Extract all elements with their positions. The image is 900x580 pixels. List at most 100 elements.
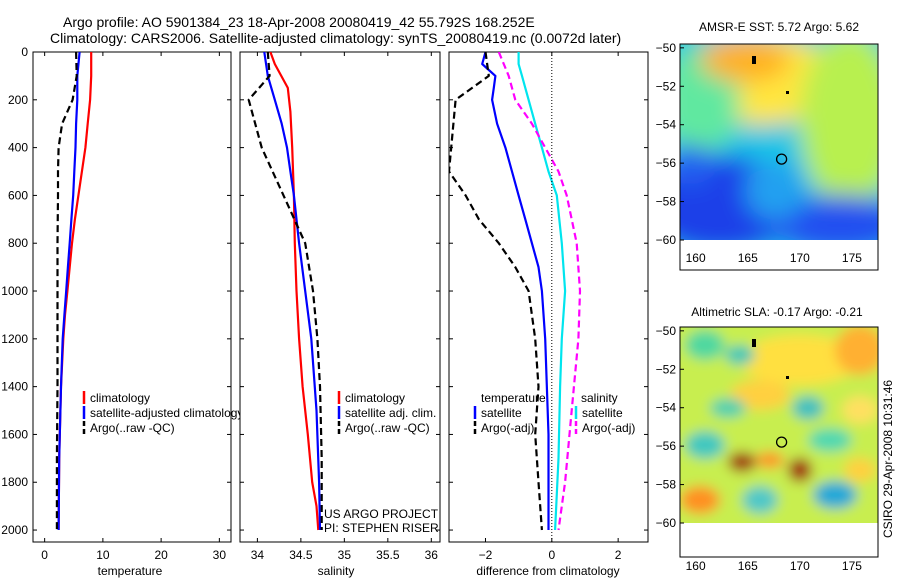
lat-tick-label: −54 xyxy=(656,118,677,132)
x-tick-label: 34.5 xyxy=(289,548,313,562)
lat-tick-label: −58 xyxy=(656,195,677,209)
salinity-panel: 34 34.5 35 35.5 36 salinity climatology sate… xyxy=(239,51,441,578)
lon-tick-label: 165 xyxy=(738,559,758,573)
lon-tick-label: 175 xyxy=(842,251,862,265)
lon-tick-label: 170 xyxy=(790,251,810,265)
x-tick-label: 34 xyxy=(251,548,265,562)
legend-label-argo: Argo(..raw -QC) xyxy=(90,421,175,435)
salinity-axes-frame xyxy=(239,51,441,543)
series-line-argo-raw-qc- xyxy=(55,52,78,530)
y-tick-label: 1600 xyxy=(1,427,28,441)
project-pi: PI: STEPHEN RISER xyxy=(324,521,439,535)
x-tick-label: 36 xyxy=(425,548,439,562)
legend-label-satellite: satellite-adjusted climatology xyxy=(90,406,243,420)
argo-location-marker xyxy=(775,436,788,448)
x-tick-label: 0 xyxy=(41,548,48,562)
legend-header-temperature: temperature xyxy=(481,391,546,405)
salinity-lines xyxy=(240,52,440,531)
sst-longitude-axis: 160 165 170 175 xyxy=(686,251,863,265)
lat-tick-label: −54 xyxy=(656,401,677,415)
island-marker xyxy=(752,339,756,347)
sst-map-axes-frame xyxy=(679,43,879,271)
x-tick-label: 20 xyxy=(154,548,168,562)
series-line-satellite-adj-clim- xyxy=(263,52,322,531)
difference-xlabel: difference from climatology xyxy=(476,564,619,578)
legend-header-salinity: salinity xyxy=(581,391,618,405)
lat-tick-label: −52 xyxy=(656,79,677,93)
legend-label-satellite: satellite adj. clim. xyxy=(345,406,436,420)
sla-map-panel: Altimetric SLA: -0.17 Argo: -0.21 xyxy=(656,305,879,573)
sst-map-panel: AMSR-E SST: 5.72 Argo: 5.62 −50 −52 −54 −56… xyxy=(656,20,879,271)
sla-map-title: Altimetric SLA: -0.17 Argo: -0.21 xyxy=(691,305,863,319)
lon-tick-label: 160 xyxy=(686,251,706,265)
salinity-x-axis: 34 34.5 35 35.5 36 xyxy=(251,52,439,562)
x-tick-label: 35.5 xyxy=(376,548,400,562)
y-tick-label: 600 xyxy=(8,188,28,202)
temperature-panel: 0 200 400 600 800 1000 1200 1400 1600 1800 2000 0 1… xyxy=(1,45,243,578)
series-line-climatology xyxy=(269,52,320,531)
sla-latitude-axis: −50 −52 −54 −56 −58 −60 xyxy=(656,324,684,530)
header-line-2: Climatology: CARS2006. Satellite-adjuste… xyxy=(50,30,621,46)
y-tick-label: 800 xyxy=(8,236,28,250)
temperature-axes-frame xyxy=(32,51,232,543)
legend-label-climatology: climatology xyxy=(345,391,405,405)
sla-map-axes-frame xyxy=(679,326,879,558)
y-tick-label: 1800 xyxy=(1,475,28,489)
salinity-xlabel: salinity xyxy=(318,564,355,578)
credit-timestamp: CSIRO 29-Apr-2008 10:31:46 xyxy=(881,380,895,538)
sst-heatmap xyxy=(680,44,878,240)
lat-tick-label: −56 xyxy=(656,156,677,170)
sst-latitude-axis: −50 −52 −54 −56 −58 −60 xyxy=(656,41,684,247)
temperature-legend: climatology satellite-adjusted climatolo… xyxy=(82,391,243,435)
sla-heatmap xyxy=(680,327,878,523)
x-tick-label: 2 xyxy=(615,548,622,562)
y-tick-label: 200 xyxy=(8,93,28,107)
temperature-lines xyxy=(33,52,231,531)
lat-tick-label: −60 xyxy=(656,516,677,530)
series-line-argo-adj- xyxy=(497,52,582,531)
lat-tick-label: −50 xyxy=(656,41,677,55)
y-tick-label: 1000 xyxy=(1,284,28,298)
salinity-legend: climatology satellite adj. clim. Argo(..… xyxy=(337,391,436,435)
lat-tick-label: −58 xyxy=(656,478,677,492)
legend-label-climatology: climatology xyxy=(90,391,150,405)
depth-axis: 0 200 400 600 800 1000 1200 1400 1600 1800 2000 xyxy=(1,45,28,537)
island-marker xyxy=(752,56,756,64)
temperature-xlabel: temperature xyxy=(98,564,163,578)
difference-lines xyxy=(449,52,648,542)
series-line-argo-adj- xyxy=(449,52,543,531)
difference-panel: −2 0 2 difference from climatology tempera… xyxy=(448,51,649,578)
legend-label-temp-satellite: satellite xyxy=(481,406,522,420)
sla-longitude-axis: 160 165 170 175 xyxy=(686,559,863,573)
project-name: US ARGO PROJECT xyxy=(324,507,439,521)
lat-tick-label: −52 xyxy=(656,362,677,376)
lat-tick-label: −56 xyxy=(656,439,677,453)
x-tick-label: −2 xyxy=(479,548,493,562)
series-line-satellite xyxy=(517,52,567,531)
series-line-satellite-adjusted-climatology xyxy=(57,52,81,531)
difference-legend: temperature salinity satellite Argo(-adj… xyxy=(473,391,635,435)
x-tick-label: 10 xyxy=(96,548,110,562)
lon-tick-label: 170 xyxy=(790,559,810,573)
sst-map-title: AMSR-E SST: 5.72 Argo: 5.62 xyxy=(699,20,859,34)
series-line-satellite xyxy=(481,52,550,530)
y-tick-label: 400 xyxy=(8,141,28,155)
temperature-x-axis: 0 10 20 30 xyxy=(41,52,226,562)
legend-label-temp-argo: Argo(-adj) xyxy=(481,421,534,435)
header-line-1: Argo profile: AO 5901384_23 18-Apr-2008 … xyxy=(63,14,535,30)
legend-label-sal-satellite: satellite xyxy=(582,406,623,420)
argo-location-marker xyxy=(775,153,788,165)
y-tick-label: 1200 xyxy=(1,332,28,346)
lat-tick-label: −50 xyxy=(656,324,677,338)
lat-tick-label: −60 xyxy=(656,233,677,247)
x-tick-label: 35 xyxy=(338,548,352,562)
lon-tick-label: 175 xyxy=(842,559,862,573)
y-tick-label: 0 xyxy=(21,45,28,59)
lon-tick-label: 160 xyxy=(686,559,706,573)
y-tick-label: 2000 xyxy=(1,523,28,537)
island-marker xyxy=(786,376,789,379)
lon-tick-label: 165 xyxy=(738,251,758,265)
series-line-argo-raw-qc- xyxy=(247,52,323,530)
legend-label-argo: Argo(..raw -QC) xyxy=(345,421,430,435)
